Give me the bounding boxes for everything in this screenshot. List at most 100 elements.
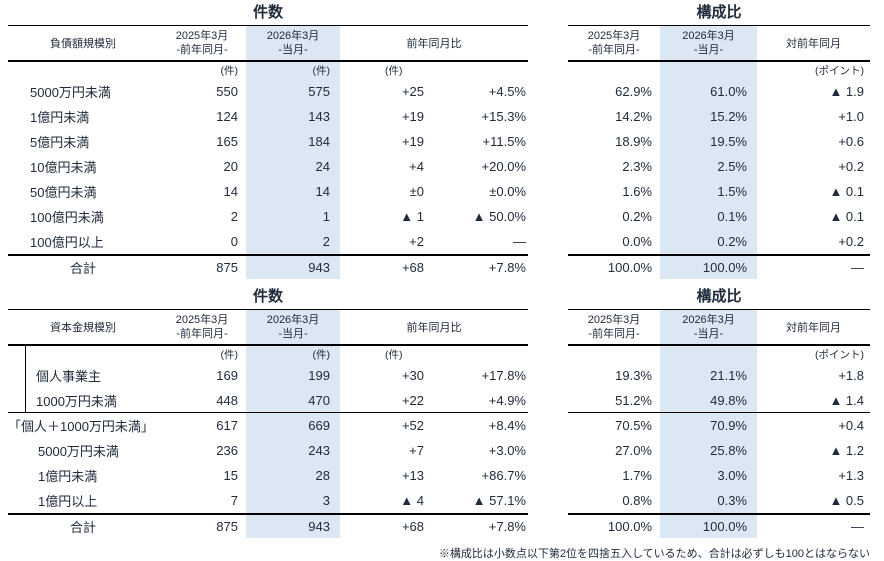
total-row: 100.0% 100.0% —: [568, 513, 870, 538]
cell-current: 28: [246, 463, 340, 488]
cell-diff: +68: [401, 260, 424, 275]
cell-prev: 20: [223, 159, 238, 174]
debt-size-panel: 件数 負債額規模別 2025年3月 -前年同月- 2026年3月 -当月- 前年…: [8, 3, 884, 279]
cell-ratio-diff: +0.6: [838, 134, 864, 149]
cell-current: 943: [246, 256, 340, 279]
table-row: 18.9% 19.5% +0.6: [568, 129, 870, 154]
debt-count-table: 件数 負債額規模別 2025年3月 -前年同月- 2026年3月 -当月- 前年…: [8, 3, 528, 279]
footnote: ※構成比は小数点以下第2位を四捨五入しているため、合計は必ずしも100とはならな…: [438, 548, 870, 560]
cell-prev: 165: [216, 134, 238, 149]
cell-prev: 7: [230, 493, 238, 508]
cell-current: 2: [246, 229, 340, 254]
unit-label: (件): [385, 65, 403, 77]
cell-ratio-diff: ▲ 0.1: [829, 184, 864, 199]
cell-ratio-current: 2.5%: [660, 154, 757, 179]
cell-current: 24: [246, 154, 340, 179]
cell-ratio-diff: —: [851, 260, 864, 275]
cell-prev: 0: [230, 234, 238, 249]
col-header-yoy: 前年同月比: [406, 38, 462, 50]
col-header-yoy-points: 対前年同月: [786, 38, 841, 50]
cell-pct: +3.0%: [488, 443, 526, 458]
col-header-prev-month: 2025年3月 -前年同月-: [175, 313, 229, 340]
cell-ratio-prev: 14.2%: [615, 109, 652, 124]
cell-prev: 236: [216, 443, 238, 458]
col-header-prev-month: 2025年3月 -前年同月-: [587, 29, 641, 56]
cell-prev: 169: [216, 368, 238, 383]
cell-ratio-current: 49.8%: [660, 388, 757, 412]
col-header-category: 負債額規模別: [50, 38, 116, 50]
table-row: 51.2% 49.8% ▲ 1.4: [568, 388, 870, 413]
total-row: 合計 875 943 +68 +7.8%: [8, 254, 528, 279]
cell-ratio-current: 100.0%: [660, 515, 757, 538]
row-label: 1000万円未満: [8, 388, 158, 412]
row-label: 100億円以上: [30, 235, 104, 250]
cell-ratio-prev: 2.3%: [622, 159, 652, 174]
cell-prev: 448: [216, 392, 238, 408]
cell-ratio-prev: 1.6%: [622, 184, 652, 199]
cell-ratio-diff: +1.8: [838, 368, 864, 383]
cell-prev: 875: [216, 519, 238, 534]
table-row: 5000万円未満 550 575 +25 +4.5%: [8, 79, 528, 104]
table-row: 0.2% 0.1% ▲ 0.1: [568, 204, 870, 229]
row-label: 合計: [69, 520, 96, 535]
col-header-current-month: 2026年3月 -当月-: [660, 26, 757, 60]
table-row: 「個人＋1000万円未満」 617 669 +52 +8.4%: [8, 413, 528, 438]
row-label: 個人事業主: [8, 363, 158, 388]
row-label: 1億円未満: [38, 469, 98, 484]
row-label: 5000万円未満: [30, 85, 111, 100]
cell-ratio-diff: +1.3: [838, 468, 864, 483]
ratio-table-title: 構成比: [696, 288, 742, 305]
cell-ratio-prev: 18.9%: [615, 134, 652, 149]
row-label: 5億円未満: [30, 135, 90, 150]
cell-diff: +25: [401, 84, 424, 99]
cell-ratio-prev: 0.2%: [622, 209, 652, 224]
cell-pct: +8.4%: [488, 418, 526, 433]
cell-current: 14: [246, 179, 340, 204]
col-header-prev-month: 2025年3月 -前年同月-: [175, 29, 229, 56]
capital-ratio-table: 構成比 2025年3月 -前年同月- 2026年3月 -当月- 対前年同月 (ポ…: [568, 287, 870, 538]
table-row: 1億円未満 124 143 +19 +15.3%: [8, 104, 528, 129]
cell-ratio-current: 19.5%: [660, 129, 757, 154]
table-row: 62.9% 61.0% ▲ 1.9: [568, 79, 870, 104]
cell-pct: +20.0%: [481, 159, 526, 174]
table-row: 0.8% 0.3% ▲ 0.5: [568, 488, 870, 513]
cell-ratio-diff: +0.2: [838, 234, 864, 249]
col-header-yoy-points: 対前年同月: [786, 322, 841, 334]
cell-ratio-prev: 100.0%: [607, 260, 652, 275]
cell-ratio-prev: 0.8%: [622, 493, 652, 508]
cell-ratio-current: 15.2%: [660, 104, 757, 129]
table-row: 1000万円未満 448 470 +22 +4.9%: [8, 388, 528, 413]
unit-label: (ポイント): [815, 65, 864, 77]
cell-current: 3: [246, 488, 340, 513]
count-table-title: 件数: [252, 4, 283, 21]
ratio-table-title: 構成比: [696, 4, 742, 21]
cell-prev: 14: [223, 184, 238, 199]
cell-pct: +11.5%: [482, 134, 527, 149]
cell-prev: 875: [216, 260, 238, 275]
cell-ratio-current: 3.0%: [660, 463, 757, 488]
unit-label: (件): [220, 349, 239, 361]
row-label: 合計: [69, 261, 96, 276]
table-row: 1.7% 3.0% +1.3: [568, 463, 870, 488]
count-table-title: 件数: [252, 288, 283, 305]
table-row: 個人事業主 169 199 +30 +17.8%: [8, 363, 528, 388]
cell-pct: ±0.0%: [489, 184, 526, 199]
table-row: 5000万円未満 236 243 +7 +3.0%: [8, 438, 528, 463]
cell-pct: +7.8%: [488, 519, 526, 534]
cell-prev: 617: [216, 418, 238, 433]
col-header-prev-month: 2025年3月 -前年同月-: [587, 313, 641, 340]
table-row: 1億円未満 15 28 +13 +86.7%: [8, 463, 528, 488]
row-label: 5000万円未満: [38, 444, 119, 459]
cell-ratio-diff: ▲ 1.9: [829, 84, 864, 99]
cell-current: 669: [246, 413, 340, 438]
cell-ratio-current: 1.5%: [660, 179, 757, 204]
col-header-current-month: 2026年3月 -当月-: [246, 310, 340, 344]
row-label: 100億円未満: [30, 210, 104, 225]
row-label: 10億円未満: [30, 160, 97, 175]
unit-label: (件): [385, 349, 403, 361]
cell-ratio-prev: 51.2%: [615, 392, 652, 408]
cell-ratio-diff: ▲ 1.4: [829, 392, 864, 408]
col-header-current-month: 2026年3月 -当月-: [246, 26, 340, 60]
cell-current: 470: [246, 388, 340, 412]
row-label: 1億円以上: [38, 494, 98, 509]
